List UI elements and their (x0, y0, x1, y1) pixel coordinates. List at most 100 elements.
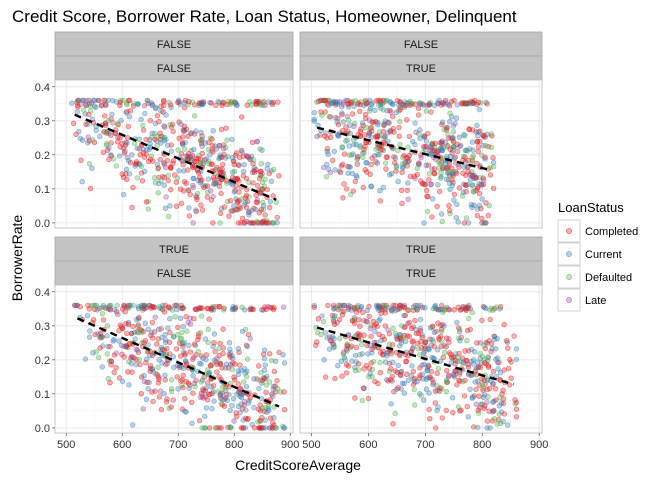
data-point (406, 319, 412, 326)
data-point (70, 120, 77, 127)
data-point (244, 343, 251, 350)
data-point (363, 124, 369, 131)
data-point (190, 390, 196, 396)
data-point (197, 360, 203, 367)
data-point (439, 141, 445, 147)
data-point (239, 328, 246, 335)
data-point (137, 152, 143, 158)
data-point (500, 418, 506, 425)
data-point (217, 210, 224, 217)
data-point (455, 219, 461, 225)
data-point (370, 318, 377, 325)
data-point (348, 343, 355, 349)
data-point (476, 180, 482, 187)
data-point (398, 187, 405, 194)
data-point (77, 304, 83, 310)
data-point (274, 377, 280, 384)
strip-top-label: TRUE (159, 244, 189, 256)
data-point (369, 346, 375, 352)
data-point (367, 105, 374, 112)
data-point (124, 135, 131, 141)
data-point (397, 142, 403, 148)
data-point (470, 147, 476, 153)
data-point (410, 338, 416, 344)
data-point (409, 138, 416, 145)
data-point (166, 304, 172, 310)
data-point (487, 172, 494, 178)
data-point (163, 337, 169, 343)
data-point (413, 129, 419, 135)
data-point (267, 204, 273, 211)
data-point (180, 134, 186, 140)
data-point (127, 340, 133, 346)
data-point (129, 152, 135, 158)
legend-item: Current (557, 242, 622, 266)
data-point (165, 325, 171, 331)
data-point (114, 302, 120, 309)
data-point (180, 343, 186, 350)
data-point (479, 317, 485, 324)
data-points (69, 97, 282, 226)
data-point (405, 196, 411, 203)
data-point (383, 166, 389, 172)
data-point (401, 152, 407, 159)
data-point (150, 398, 156, 405)
data-point (430, 323, 436, 329)
data-point (462, 147, 468, 154)
data-point (337, 335, 343, 342)
data-point (105, 343, 111, 350)
data-point (123, 166, 130, 173)
data-point (239, 391, 245, 398)
data-point (254, 138, 260, 145)
data-point (114, 311, 121, 318)
data-point (497, 369, 504, 376)
y-tick-label: 0.1 (35, 184, 50, 196)
data-point (491, 408, 497, 414)
data-point (136, 314, 142, 321)
data-point (217, 166, 223, 173)
data-point (359, 341, 365, 348)
data-point (329, 334, 336, 340)
data-point (397, 107, 403, 113)
data-point (400, 165, 406, 171)
data-point (405, 307, 411, 313)
data-point (321, 164, 327, 171)
data-point (231, 189, 238, 195)
data-point (210, 388, 217, 395)
data-point (484, 101, 490, 107)
y-tick-label: 0.3 (35, 116, 50, 128)
data-point (145, 386, 151, 392)
data-point (360, 309, 366, 316)
data-point (72, 302, 78, 309)
data-point (501, 367, 507, 373)
data-point (335, 121, 342, 128)
data-point (437, 385, 443, 391)
data-point (271, 305, 277, 311)
data-point (152, 388, 158, 394)
data-point (484, 418, 490, 424)
data-point (384, 353, 390, 359)
data-point (193, 128, 199, 134)
data-point (381, 121, 387, 128)
data-point (131, 140, 138, 147)
data-point (456, 134, 463, 140)
data-point (254, 98, 260, 105)
data-point (318, 97, 324, 104)
data-point (168, 142, 175, 148)
data-point (239, 149, 245, 155)
data-point (217, 392, 223, 398)
data-point (465, 361, 471, 368)
data-point (214, 355, 220, 362)
data-point (419, 101, 426, 107)
data-point (490, 368, 497, 375)
data-point (240, 173, 247, 179)
data-point (513, 406, 520, 412)
data-point (102, 128, 108, 135)
data-point (395, 147, 401, 154)
data-point (251, 425, 258, 431)
data-point (125, 97, 132, 104)
data-point (351, 304, 357, 311)
data-point (196, 417, 203, 424)
data-point (438, 322, 444, 328)
data-point (100, 302, 107, 309)
